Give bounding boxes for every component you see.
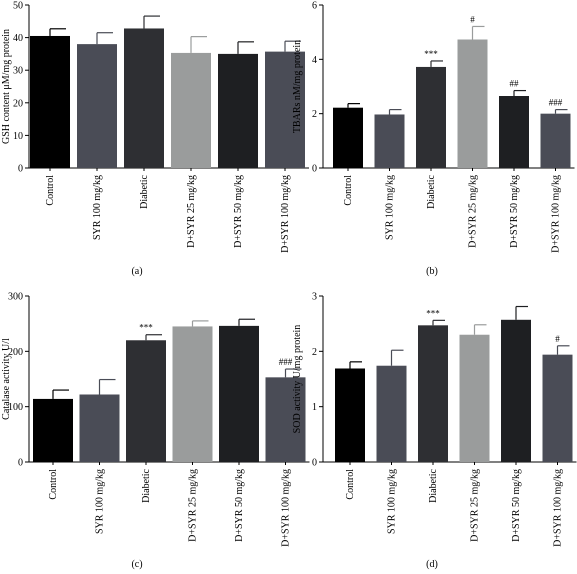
significance-label: *** xyxy=(139,323,153,333)
x-tick-label: Diabetic xyxy=(141,468,152,502)
bar xyxy=(374,114,405,168)
y-tick-label: 30 xyxy=(13,66,23,77)
bar xyxy=(418,325,448,462)
y-tick-label: 300 xyxy=(8,292,23,303)
y-tick-label: 40 xyxy=(13,33,23,44)
panel-label: (b) xyxy=(426,266,438,277)
y-tick-label: 4 xyxy=(312,55,317,66)
x-tick-label: D+SYR 25 mg/kg xyxy=(188,469,199,542)
chart-panel-3: 0 100 200 300 Catalase activity U/l Control SY… xyxy=(1,292,310,570)
y-tick-label: 2 xyxy=(312,109,317,120)
significance-label: *** xyxy=(424,49,438,59)
y-tick-label: 2 xyxy=(312,347,317,358)
bar xyxy=(499,96,529,168)
x-tick-label: Control xyxy=(343,175,354,206)
bar xyxy=(265,51,305,169)
y-tick-label: 0 xyxy=(18,164,23,175)
significance-label: # xyxy=(470,14,475,24)
x-tick-label: D+SYR 100 mg/kg xyxy=(281,469,292,547)
x-tick-label: D+SYR 100 mg/kg xyxy=(280,175,291,253)
significance-label: *** xyxy=(426,308,440,318)
bar xyxy=(416,66,446,168)
x-tick-label: SYR 100 mg/kg xyxy=(92,175,103,240)
bar xyxy=(265,377,306,462)
x-tick-label: D+SYR 50 mg/kg xyxy=(511,469,522,542)
bar xyxy=(540,113,571,168)
y-axis-label: TBARs nM/mg protein xyxy=(292,40,303,133)
x-tick-label: D+SYR 100 mg/kg xyxy=(551,175,562,253)
bar xyxy=(459,334,490,462)
y-tick-label: 100 xyxy=(8,402,23,413)
significance-label: ## xyxy=(510,79,520,89)
y-tick-label: 0 xyxy=(312,164,317,175)
x-tick-label: D+SYR 100 mg/kg xyxy=(553,469,564,547)
y-tick-label: 6 xyxy=(312,1,317,12)
x-tick-label: SYR 100 mg/kg xyxy=(385,175,396,240)
y-tick-label: 10 xyxy=(13,131,23,142)
bar xyxy=(501,319,531,462)
y-tick-label: 20 xyxy=(13,98,23,109)
y-axis-label: GSH content μM/mg protein xyxy=(1,29,12,144)
y-tick-label: 50 xyxy=(13,1,23,12)
panel-label: (d) xyxy=(426,559,438,570)
significance-label: ### xyxy=(279,357,293,367)
bar xyxy=(172,326,213,462)
x-tick-label: Control xyxy=(345,469,356,500)
x-tick-label: Control xyxy=(45,175,56,206)
bar xyxy=(171,52,211,169)
x-tick-label: D+SYR 50 mg/kg xyxy=(233,175,244,248)
bar xyxy=(542,354,573,462)
panel-label: (a) xyxy=(131,266,142,277)
bar xyxy=(30,35,70,168)
chart-panel-1: 0 10 20 30 40 50 GSH content μM/mg protein Cont… xyxy=(1,1,309,277)
bar xyxy=(77,44,117,169)
x-tick-label: D+SYR 25 mg/kg xyxy=(186,175,197,248)
significance-label: ### xyxy=(549,98,563,108)
x-tick-label: D+SYR 50 mg/kg xyxy=(234,469,245,542)
bar xyxy=(219,325,259,462)
bar xyxy=(33,398,73,462)
x-tick-label: SYR 100 mg/kg xyxy=(95,469,106,534)
bar xyxy=(218,53,258,168)
bar xyxy=(335,368,365,462)
chart-panel-2: 0 2 4 6 TBARs nM/mg protein Control SYR 100 mg… xyxy=(292,1,575,277)
y-axis-label: SOD activity U/mg protein xyxy=(292,325,303,434)
bar xyxy=(126,340,166,462)
x-tick-label: Diabetic xyxy=(426,174,437,208)
x-tick-label: Control xyxy=(48,469,59,500)
y-axis-label: Catalase activity U/l xyxy=(1,338,12,420)
y-tick-label: 0 xyxy=(18,458,23,469)
y-tick-label: 200 xyxy=(8,347,23,358)
significance-label: # xyxy=(555,334,560,344)
bar xyxy=(376,365,407,462)
x-tick-label: D+SYR 25 mg/kg xyxy=(470,469,481,542)
y-tick-label: 1 xyxy=(312,402,317,413)
x-tick-label: Diabetic xyxy=(139,174,150,208)
bar xyxy=(79,394,120,462)
chart-panel-4: 0 1 2 3 SOD activity U/mg protein Control SYR … xyxy=(292,292,577,570)
x-tick-label: D+SYR 25 mg/kg xyxy=(468,175,479,248)
x-tick-label: SYR 100 mg/kg xyxy=(387,469,398,534)
bar xyxy=(457,39,488,169)
y-tick-label: 3 xyxy=(312,292,317,303)
bar xyxy=(124,28,164,168)
y-tick-label: 0 xyxy=(312,458,317,469)
x-tick-label: D+SYR 50 mg/kg xyxy=(509,175,520,248)
x-tick-label: Diabetic xyxy=(428,468,439,502)
panel-label: (c) xyxy=(131,559,142,570)
bar xyxy=(333,107,363,168)
